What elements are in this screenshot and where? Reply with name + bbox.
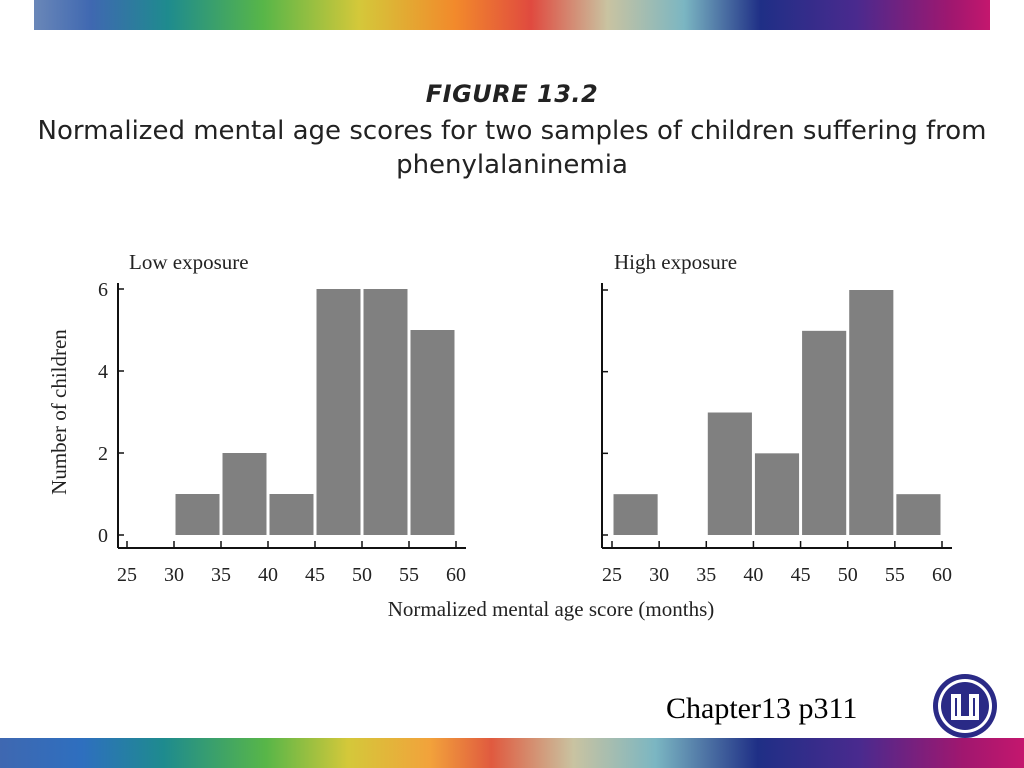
x-tick-label: 45 — [791, 564, 811, 586]
x-tick-label: 50 — [838, 564, 858, 586]
x-tick-label: 30 — [649, 564, 669, 586]
x-tick-label: 60 — [446, 564, 466, 586]
x-tick-label: 30 — [164, 564, 184, 586]
x-tick-label: 60 — [932, 564, 952, 586]
panel-title: High exposure — [614, 250, 737, 274]
bottom-color-band — [0, 738, 1024, 768]
figure-label: FIGURE 13.2 — [425, 80, 599, 108]
chapter-page-reference: Chapter13 p311 — [666, 692, 858, 725]
university-logo-icon — [933, 674, 997, 738]
x-axis-label: Normalized mental age score (months) — [388, 597, 715, 621]
histogram-bar — [269, 494, 314, 535]
x-tick-label: 40 — [258, 564, 278, 586]
y-tick-label: 4 — [98, 361, 108, 383]
y-tick-label: 2 — [98, 443, 108, 465]
y-axis-label: Number of children — [47, 329, 71, 495]
figure-caption: Normalized mental age scores for two sam… — [37, 116, 987, 180]
histogram-bar — [802, 330, 847, 535]
histogram-bar — [410, 330, 455, 535]
histogram-bar — [613, 494, 658, 535]
histogram-bar — [175, 494, 220, 535]
y-tick-label: 6 — [98, 279, 108, 301]
histogram-bar — [849, 290, 894, 535]
x-tick-label: 25 — [602, 564, 622, 586]
y-tick-label: 0 — [98, 525, 108, 547]
x-tick-label: 55 — [399, 564, 419, 586]
panel-title: Low exposure — [129, 250, 249, 274]
x-tick-label: 55 — [885, 564, 905, 586]
x-tick-label: 35 — [696, 564, 716, 586]
histogram-bar — [707, 412, 752, 535]
top-color-band — [34, 0, 990, 30]
histogram-bar — [754, 453, 800, 535]
histogram-bar — [896, 494, 941, 535]
x-tick-label: 40 — [743, 564, 763, 586]
x-tick-label: 25 — [117, 564, 137, 586]
histogram-bar — [316, 289, 361, 535]
x-tick-label: 50 — [352, 564, 372, 586]
histogram-bar — [363, 289, 408, 535]
x-tick-label: 35 — [211, 564, 231, 586]
x-tick-label: 45 — [305, 564, 325, 586]
histogram-bar — [222, 453, 267, 535]
